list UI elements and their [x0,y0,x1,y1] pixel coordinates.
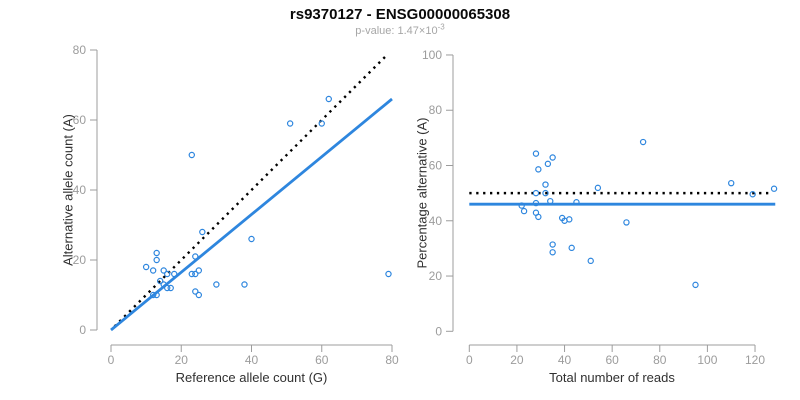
data-point [544,160,552,168]
data-point [318,120,325,127]
data-point [325,95,332,103]
data-point [153,249,160,257]
x-tick-label: 120 [745,353,765,367]
data-point [167,284,174,292]
data-point [573,199,580,206]
data-point [149,267,157,274]
data-point [692,281,699,289]
y-tick-label: 100 [422,48,442,62]
data-point [566,216,573,223]
data-point [199,228,206,236]
data-point [213,281,220,288]
data-point [153,256,160,264]
x-tick-label: 20 [175,353,189,367]
data-point [192,270,199,278]
data-point [549,154,556,161]
data-point [195,291,203,299]
y-tick-label: 20 [429,269,443,283]
y-tick-label: 40 [429,214,443,228]
fit-line [110,97,393,332]
x-tick-label: 80 [653,353,667,367]
data-point [192,253,199,260]
data-point [532,189,540,197]
data-point [587,257,594,265]
data-point [160,281,167,288]
data-point [749,191,756,198]
left-yaxis-label: Alternative allele count (A) [60,114,76,266]
data-point [286,120,294,127]
data-point [535,213,542,221]
identity-line [113,54,388,328]
pvalue-exponent: -3 [437,22,445,32]
x-tick-label: 80 [385,353,399,367]
data-point [549,249,556,256]
data-point [542,181,549,188]
data-point [549,241,556,248]
y-tick-label: 80 [73,43,87,57]
data-point [153,291,160,299]
data-point [192,288,199,295]
right-scatter-plot: 0 20 40 60 80 100 120 0 20 40 60 80 100 [422,48,778,367]
data-point [385,270,392,278]
x-tick-label: 60 [315,353,329,367]
data-point [195,267,203,274]
data-point [728,179,735,187]
data-point [163,284,171,292]
chart-subtitle: p-value: 1.47×10-3 [0,22,800,37]
data-point [188,151,195,159]
data-point [149,291,157,299]
y-tick-label: 60 [73,113,87,127]
data-point [518,202,525,209]
x-tick-label: 0 [466,353,473,367]
data-point [532,199,540,207]
right-xaxis-label: Total number of reads [549,370,675,385]
data-point [568,244,575,252]
data-point [142,263,150,271]
data-point [639,138,647,146]
y-tick-label: 80 [429,103,443,117]
data-point [248,235,255,243]
left-xaxis-label: Reference allele count (G) [175,370,328,385]
x-tick-label: 40 [558,353,572,367]
x-tick-label: 20 [510,353,524,367]
x-tick-label: 0 [108,353,115,367]
data-point [623,219,630,226]
x-tick-label: 100 [697,353,717,367]
data-point [770,185,778,192]
data-point [520,207,528,215]
data-point [171,270,178,278]
pvalue-text: p-value: 1.47×10 [355,25,438,37]
data-point [542,189,549,197]
y-tick-label: 0 [435,324,442,338]
x-tick-label: 60 [605,353,619,367]
data-point [532,150,540,157]
y-tick-label: 20 [73,253,87,267]
data-point [160,267,167,274]
data-point [241,281,248,288]
y-tick-label: 0 [79,323,86,337]
data-point [535,166,542,173]
data-point [188,270,195,278]
left-scatter-plot: 0 20 40 60 80 0 20 40 60 80 [73,43,399,367]
y-tick-label: 40 [73,183,87,197]
data-point [594,184,602,192]
data-point [163,270,171,278]
x-tick-label: 40 [245,353,259,367]
right-yaxis-label: Percentage alternative (A) [414,117,430,269]
data-point [547,197,554,205]
chart-title: rs9370127 - ENSG00000065308 [289,6,511,23]
y-tick-label: 60 [429,159,443,173]
data-point [156,277,164,285]
